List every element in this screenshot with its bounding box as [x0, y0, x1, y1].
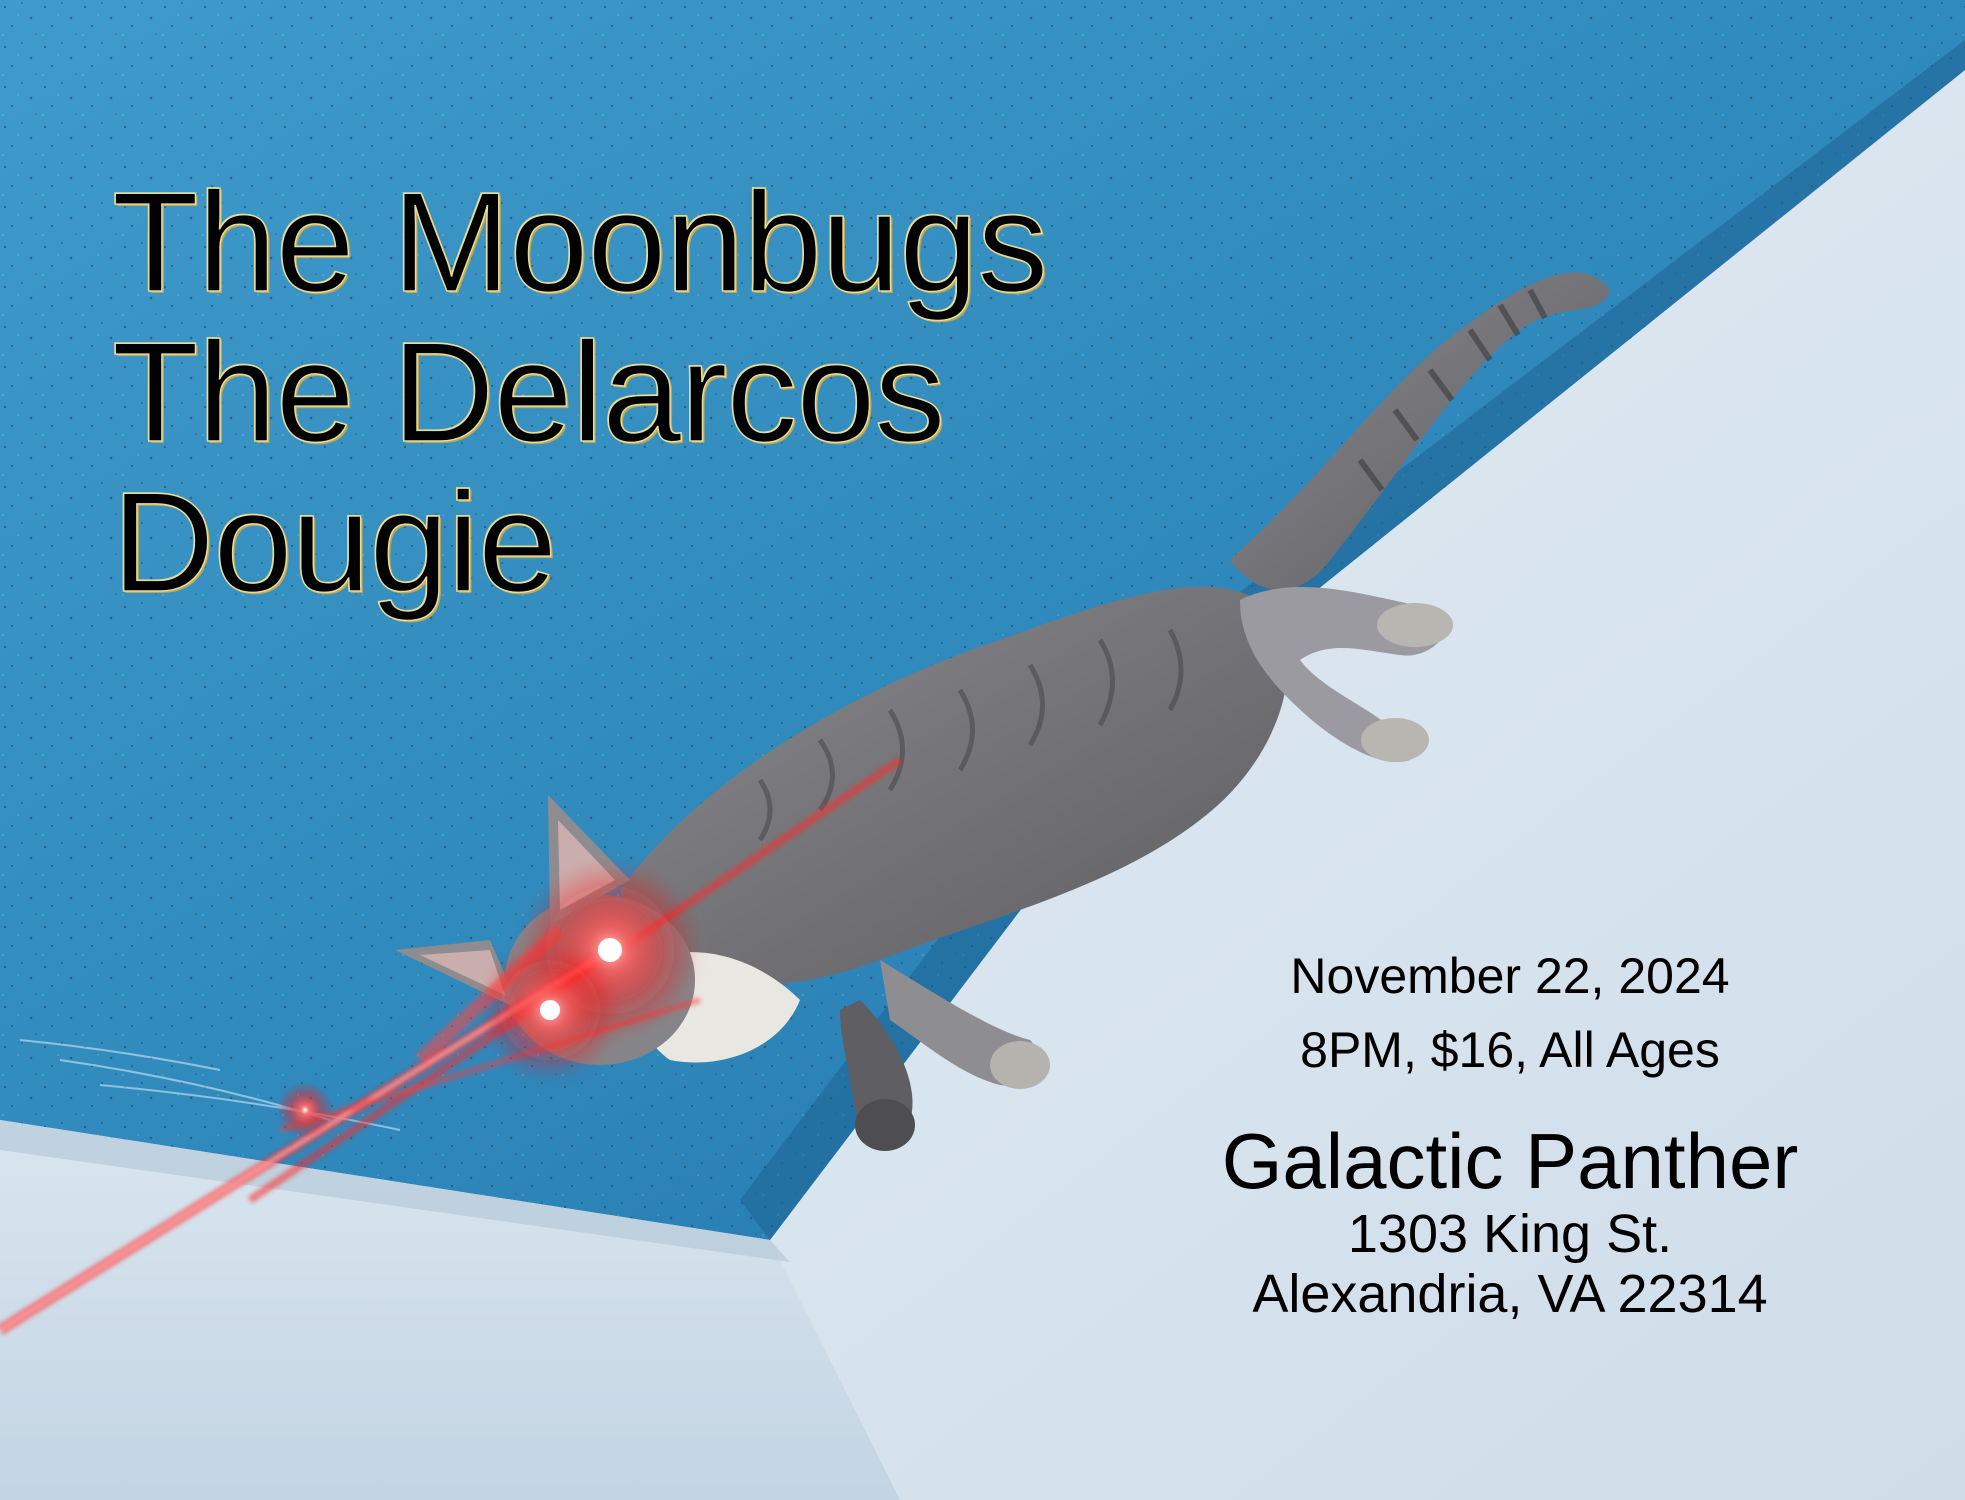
band-lineup: The Moonbugs The Delarcos Dougie: [111, 163, 1049, 622]
venue-name: Galactic Panther: [1221, 1117, 1799, 1205]
event-details: 8PM, $16, All Ages: [1300, 1022, 1720, 1078]
band-name-second: The Delarcos: [111, 313, 946, 472]
venue-street-address: 1303 King St.: [1347, 1204, 1673, 1264]
band-name-headliner: The Moonbugs: [111, 163, 1049, 322]
band-name-third: Dougie: [111, 463, 558, 622]
event-date: November 22, 2024: [1290, 948, 1730, 1004]
venue-city-address: Alexandria, VA 22314: [1252, 1264, 1768, 1324]
